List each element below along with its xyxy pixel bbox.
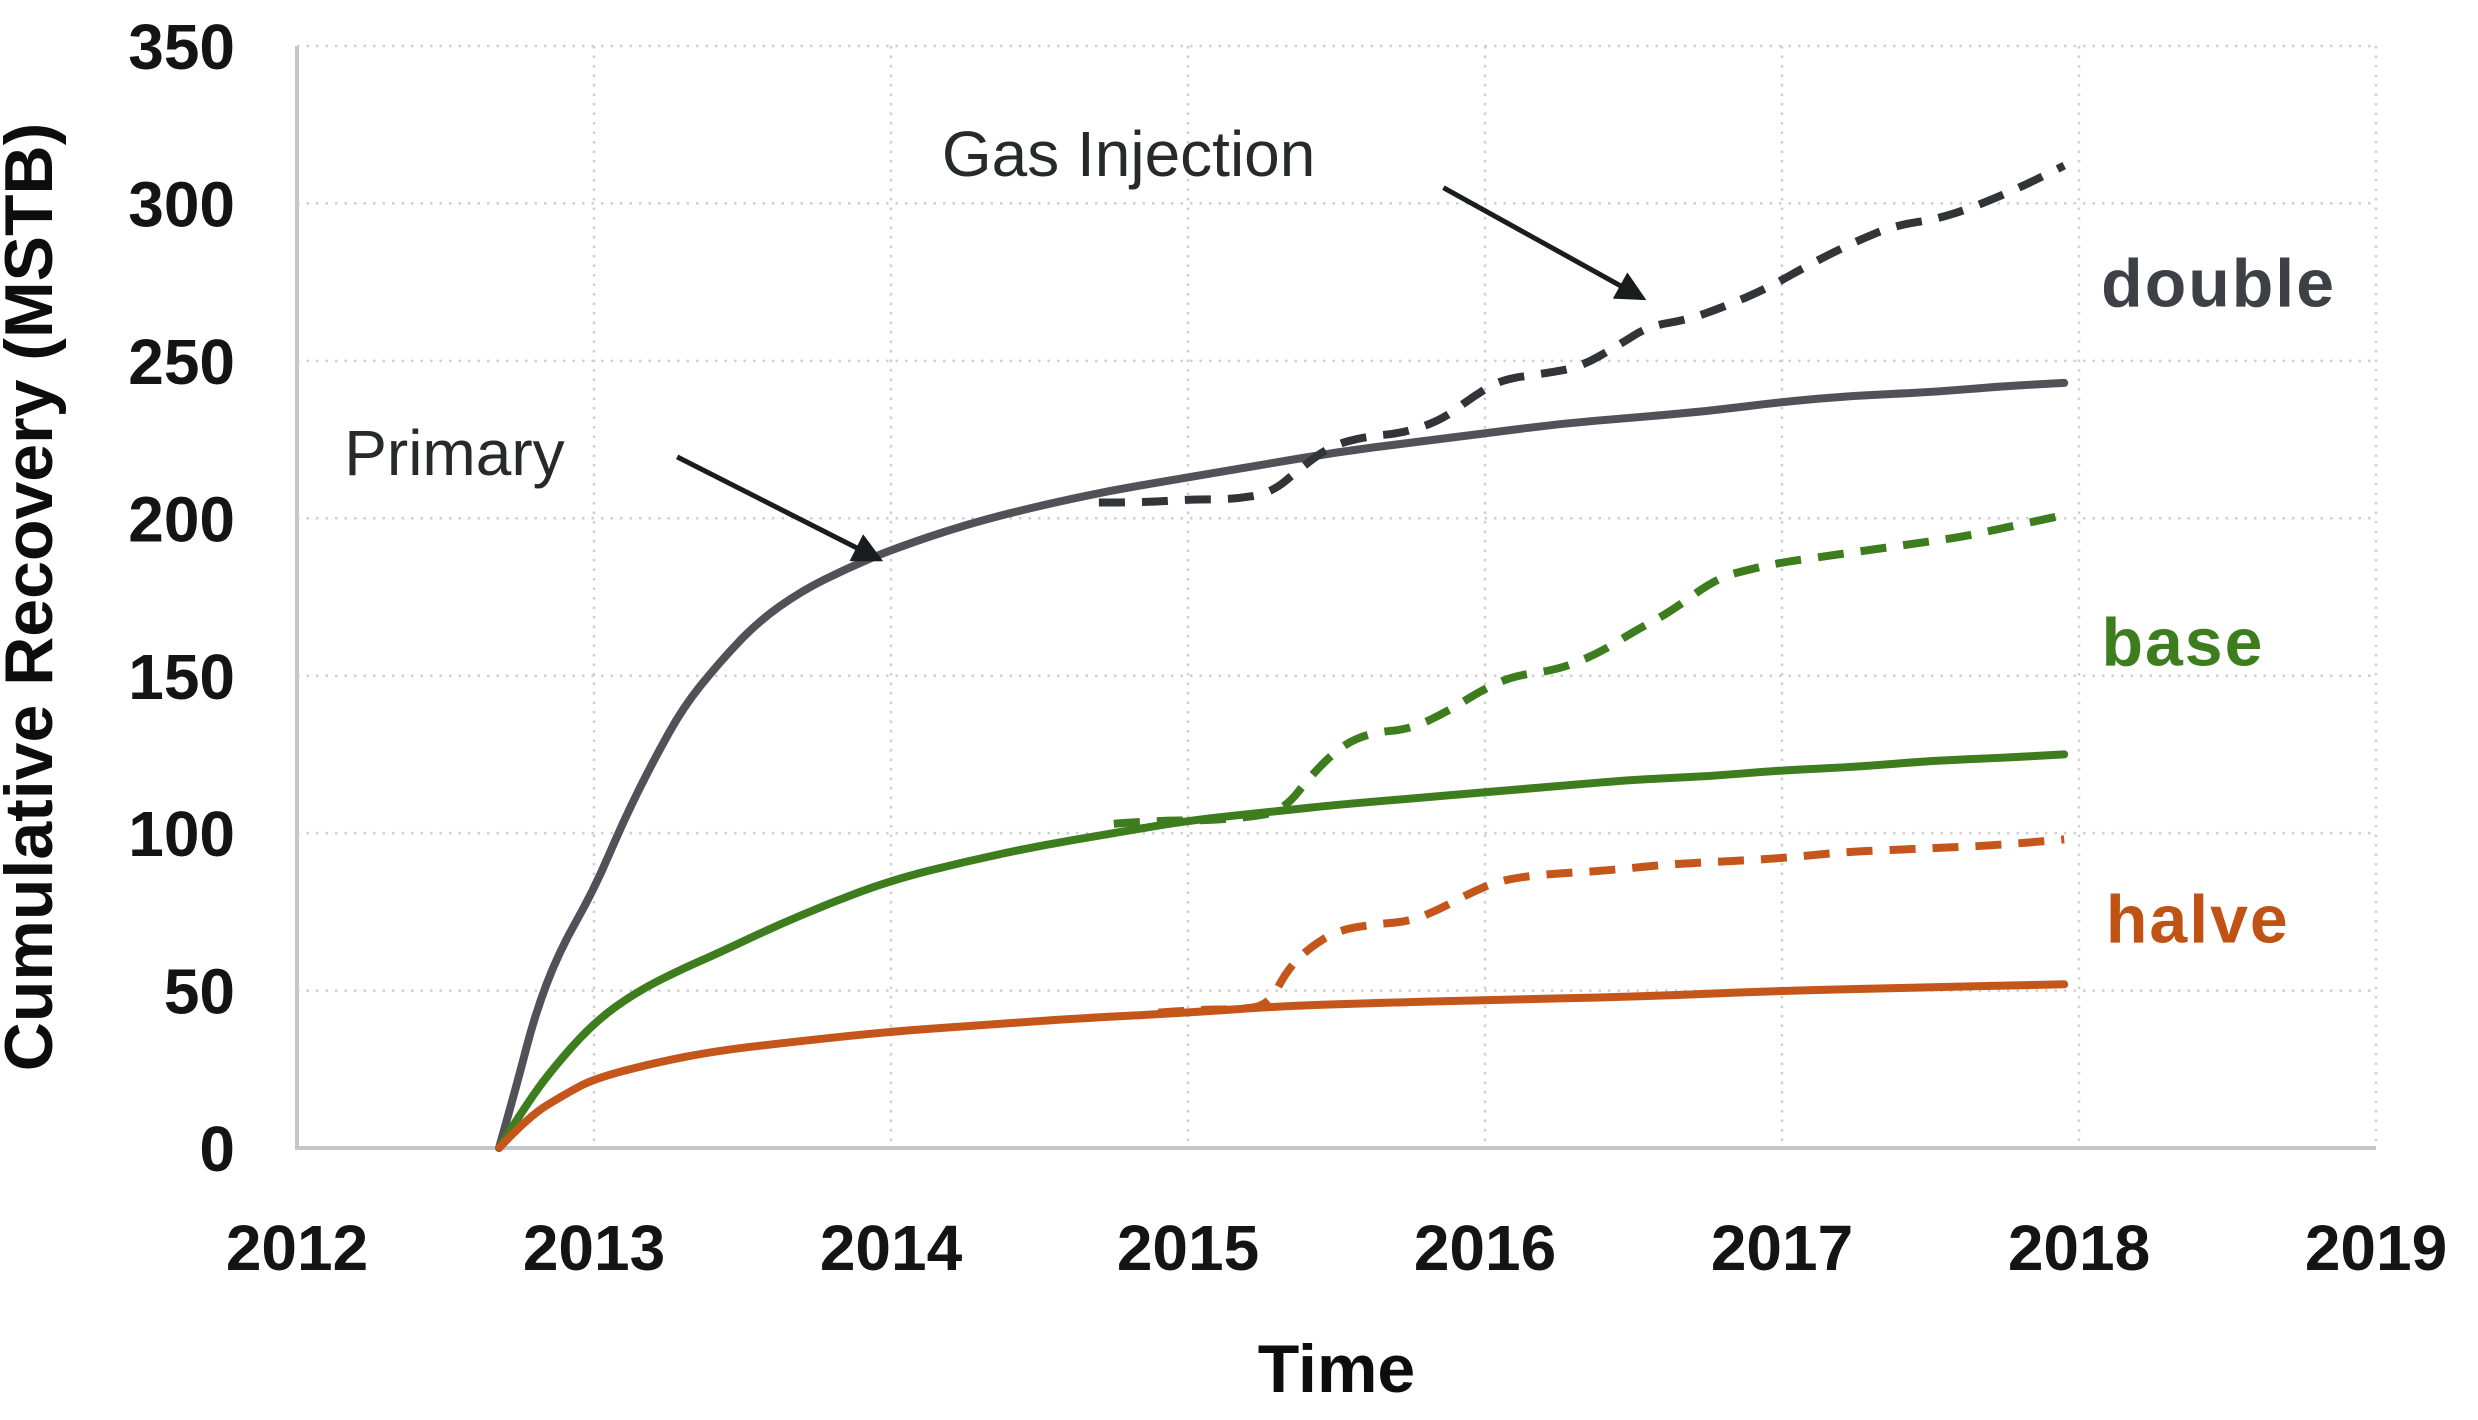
series-label-double: double bbox=[2101, 246, 2336, 322]
annotation-label: Primary bbox=[344, 417, 564, 489]
series-primary-base-line bbox=[495, 750, 2069, 1152]
x-tick-label: 2015 bbox=[1117, 1212, 1259, 1284]
x-tick-label: 2013 bbox=[523, 1212, 665, 1284]
series-label-halve: halve bbox=[2106, 882, 2290, 958]
x-tick-label: 2017 bbox=[1711, 1212, 1853, 1284]
series-gas-injection-double-line bbox=[1098, 162, 2066, 507]
annotation-arrow bbox=[676, 454, 884, 562]
y-axis-title: Cumulative Recovery (MSTB) bbox=[0, 123, 67, 1071]
series-primary-halve-line bbox=[495, 980, 2069, 1152]
x-tick-label: 2018 bbox=[2008, 1212, 2150, 1284]
y-tick-label: 350 bbox=[128, 11, 235, 83]
series-primary-double-line bbox=[495, 378, 2069, 1152]
x-tick-label: 2014 bbox=[820, 1212, 963, 1284]
x-tick-label: 2019 bbox=[2305, 1212, 2447, 1284]
y-tick-label: 0 bbox=[199, 1113, 235, 1185]
series-gas-injection-halve-line bbox=[1158, 835, 2065, 1017]
annotation-arrow bbox=[1442, 185, 1647, 301]
y-tick-label: 200 bbox=[128, 483, 235, 555]
series-gas-injection-base-line bbox=[1113, 511, 2066, 828]
x-tick-label: 2016 bbox=[1414, 1212, 1556, 1284]
x-tick-label: 2012 bbox=[226, 1212, 368, 1284]
series-label-base: base bbox=[2101, 605, 2264, 681]
y-tick-label: 150 bbox=[128, 641, 235, 713]
y-tick-label: 100 bbox=[128, 798, 235, 870]
y-tick-label: 50 bbox=[164, 956, 235, 1028]
y-tick-label: 250 bbox=[128, 326, 235, 398]
y-tick-label: 300 bbox=[128, 168, 235, 240]
annotation-label: Gas Injection bbox=[942, 118, 1316, 190]
x-axis-title: Time bbox=[1258, 1331, 1415, 1407]
